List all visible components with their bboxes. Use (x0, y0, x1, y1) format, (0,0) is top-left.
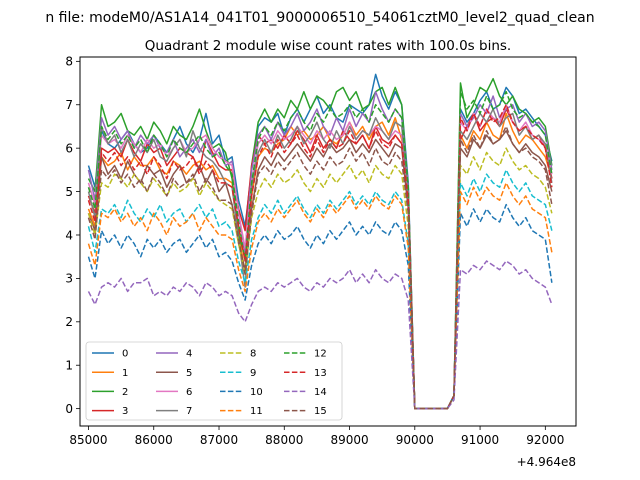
plot-frame (79, 56, 577, 427)
legend-label-2: 2 (122, 387, 128, 398)
legend-label-9: 9 (250, 368, 256, 379)
legend-label-6: 6 (186, 387, 192, 398)
y-tick-label: 6 (65, 141, 73, 155)
y-tick-label: 7 (65, 98, 73, 112)
series-line-12 (87, 90, 553, 410)
legend-label-13: 13 (314, 368, 327, 379)
series-line-14 (87, 260, 553, 410)
x-tick-label: 88000 (265, 433, 303, 447)
legend-label-4: 4 (186, 349, 192, 360)
series-line-7 (87, 108, 553, 410)
legend-label-0: 0 (122, 349, 128, 360)
y-axis: 0 1 2 3 4 5 6 7 8 (65, 55, 80, 416)
legend-label-8: 8 (250, 349, 256, 360)
legend-label-14: 14 (314, 387, 327, 398)
y-tick-label: 2 (65, 315, 73, 329)
series-line-11 (87, 182, 553, 410)
x-tick-label: 90000 (396, 433, 434, 447)
y-tick-label: 0 (65, 402, 73, 416)
legend-frame (85, 341, 343, 421)
chart-title: Quadrant 2 module wise count rates with … (145, 38, 511, 54)
legend-label-15: 15 (314, 406, 327, 417)
y-tick-label: 3 (65, 272, 73, 286)
y-tick-label: 4 (65, 228, 73, 242)
series-line-9 (87, 169, 553, 410)
legend-label-11: 11 (250, 406, 263, 417)
x-axis: 85000 86000 87000 88000 89000 90000 91000 92000 (69, 426, 564, 447)
x-tick-label: 89000 (330, 433, 368, 447)
series-line-5 (87, 130, 553, 410)
y-tick-label: 8 (65, 55, 73, 69)
legend-label-1: 1 (122, 368, 128, 379)
series-line-13 (87, 104, 553, 410)
legend-label-3: 3 (122, 406, 128, 417)
x-offset-label: +4.964e8 (517, 455, 576, 469)
y-tick-label: 1 (65, 359, 73, 373)
legend-label-10: 10 (250, 387, 263, 398)
y-tick-label: 5 (65, 185, 73, 199)
x-tick-label: 92000 (526, 433, 564, 447)
series-line-15 (87, 125, 553, 410)
legend-label-5: 5 (186, 368, 192, 379)
x-tick-label: 87000 (200, 433, 238, 447)
legend-label-12: 12 (314, 349, 327, 360)
figure-suptitle: n file: modeM0/AS1A14_041T01_9000006510_… (45, 10, 594, 26)
x-tick-label: 91000 (461, 433, 499, 447)
legend-label-7: 7 (186, 406, 192, 417)
x-tick-label: 86000 (135, 433, 173, 447)
series-layer (87, 73, 553, 410)
x-tick-label: 85000 (69, 433, 107, 447)
series-line-10 (87, 203, 553, 410)
series-line-2 (87, 77, 553, 410)
